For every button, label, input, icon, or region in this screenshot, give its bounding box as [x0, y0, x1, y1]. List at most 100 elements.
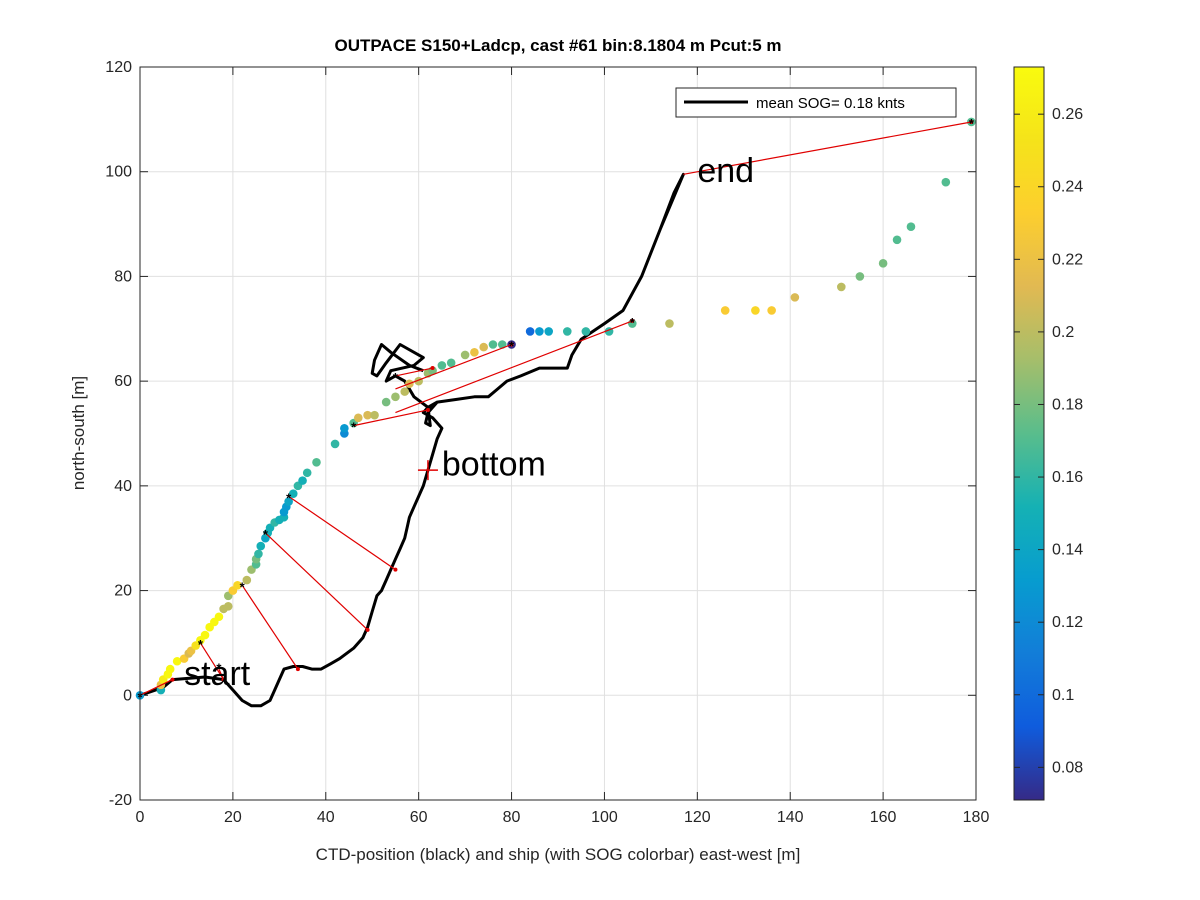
ship-point [906, 222, 916, 231]
connector-line [139, 679, 173, 696]
y-axis-label: north-south [m] [69, 376, 88, 490]
ship-point [370, 410, 379, 420]
ship-point [254, 549, 263, 559]
star-marker: * [198, 637, 204, 652]
ship-point [525, 327, 535, 336]
ship-point [302, 468, 312, 478]
annotations: start bottom end [184, 152, 754, 693]
ship-point [256, 541, 266, 551]
ship-point [790, 293, 800, 302]
connector-line [395, 343, 512, 390]
ship-point [223, 601, 233, 611]
x-tick-label: 160 [870, 809, 897, 826]
connector-line [683, 121, 972, 175]
x-tick-label: 20 [224, 809, 242, 826]
ship-point [837, 282, 846, 292]
x-tick-label: 0 [136, 809, 145, 826]
x-tick-label: 120 [684, 809, 711, 826]
ship-point [437, 361, 447, 370]
colorbar-tick-label: 0.18 [1052, 396, 1083, 413]
ship-point [878, 259, 888, 268]
ship-point [200, 630, 210, 640]
axes-background [140, 67, 976, 800]
connector-end-dot [295, 667, 300, 672]
star-marker: * [351, 420, 357, 435]
ship-point [381, 397, 391, 407]
ship-point [312, 457, 321, 467]
connector-end-dot [365, 627, 370, 632]
y-tick-label: -20 [109, 792, 132, 809]
ship-point [581, 327, 591, 336]
colorbar-tick-label: 0.14 [1052, 542, 1083, 559]
ship-point [172, 656, 182, 666]
ship-point [284, 497, 293, 506]
ship-point [330, 439, 340, 449]
star-marker: * [240, 579, 246, 594]
star-marker: * [286, 490, 292, 505]
connector-line [353, 409, 429, 427]
colorbar-tick-label: 0.24 [1052, 179, 1083, 196]
ship-point [767, 306, 776, 315]
star-marker: * [630, 315, 636, 330]
y-axis-ticks: -20 0 20 40 60 80 100 120 [105, 59, 976, 809]
y-tick-label: 120 [105, 59, 132, 76]
ship-point [288, 489, 298, 499]
ship-point [479, 342, 488, 352]
colorbar-tick-label: 0.2 [1052, 324, 1074, 341]
ship-point [242, 575, 252, 585]
connector-end-dot [969, 119, 974, 124]
ship-point [544, 327, 554, 336]
annotation-start: start [184, 655, 251, 693]
x-tick-label: 140 [777, 809, 804, 826]
x-axis-label: CTD-position (black) and ship (with SOG … [316, 845, 801, 864]
chart-title: OUTPACE S150+Ladcp, cast #61 bin:8.1804 … [334, 36, 781, 55]
connector-end-dot [425, 407, 430, 412]
colorbar-tick-label: 0.16 [1052, 469, 1083, 486]
ship-point [446, 358, 456, 368]
y-tick-label: 0 [123, 687, 132, 704]
x-tick-label: 180 [963, 809, 990, 826]
plot-area: 0 20 40 60 80 100 120 140 160 180 -20020406080100… [105, 59, 989, 826]
ship-point [391, 392, 400, 402]
ship-point [892, 235, 902, 245]
star-marker: * [509, 338, 515, 353]
ship-point [535, 327, 544, 336]
connector-end-dot [630, 318, 635, 323]
bottom-marker [417, 460, 438, 481]
x-tick-label: 40 [317, 809, 335, 826]
ship-point [665, 319, 674, 328]
connector-end-dot [509, 342, 514, 347]
ship-point [488, 340, 498, 349]
axes-box [139, 66, 977, 801]
star-marker: * [393, 370, 399, 385]
ship-point [340, 423, 349, 433]
connector-line [199, 642, 225, 680]
ship-point [233, 581, 242, 590]
connector-line [395, 320, 633, 414]
colorbar-tick-label: 0.22 [1052, 251, 1083, 268]
connector-lines [139, 119, 974, 696]
ship-point [855, 272, 865, 281]
colorbar-gradient [1013, 66, 1045, 801]
colorbar-ticks: 0.08 0.1 0.12 0.14 0.16 0.18 0.2 0.22 0.24 0.26 [1014, 106, 1083, 776]
x-tick-label: 60 [410, 809, 428, 826]
ship-point [720, 306, 730, 315]
ship-point [460, 350, 470, 360]
y-tick-label: 20 [114, 583, 132, 600]
x-tick-label: 100 [591, 809, 618, 826]
y-tick-label: 100 [105, 164, 132, 181]
connector-line [288, 495, 396, 571]
annotation-end: end [697, 152, 754, 190]
y-tick-label: 60 [114, 373, 132, 390]
x-tick-label: 80 [503, 809, 521, 826]
y-tick-label: 80 [114, 268, 132, 285]
colorbar-tick-label: 0.1 [1052, 687, 1074, 704]
y-tick-label: 40 [114, 478, 132, 495]
star-marker: * [263, 527, 269, 542]
colorbar-tick-label: 0.12 [1052, 614, 1083, 631]
ship-point [400, 387, 410, 396]
ship-point [214, 612, 224, 622]
colorbar: 0.08 0.1 0.12 0.14 0.16 0.18 0.2 0.22 0.24 0.26 [1013, 66, 1083, 801]
ship-point [298, 476, 307, 485]
